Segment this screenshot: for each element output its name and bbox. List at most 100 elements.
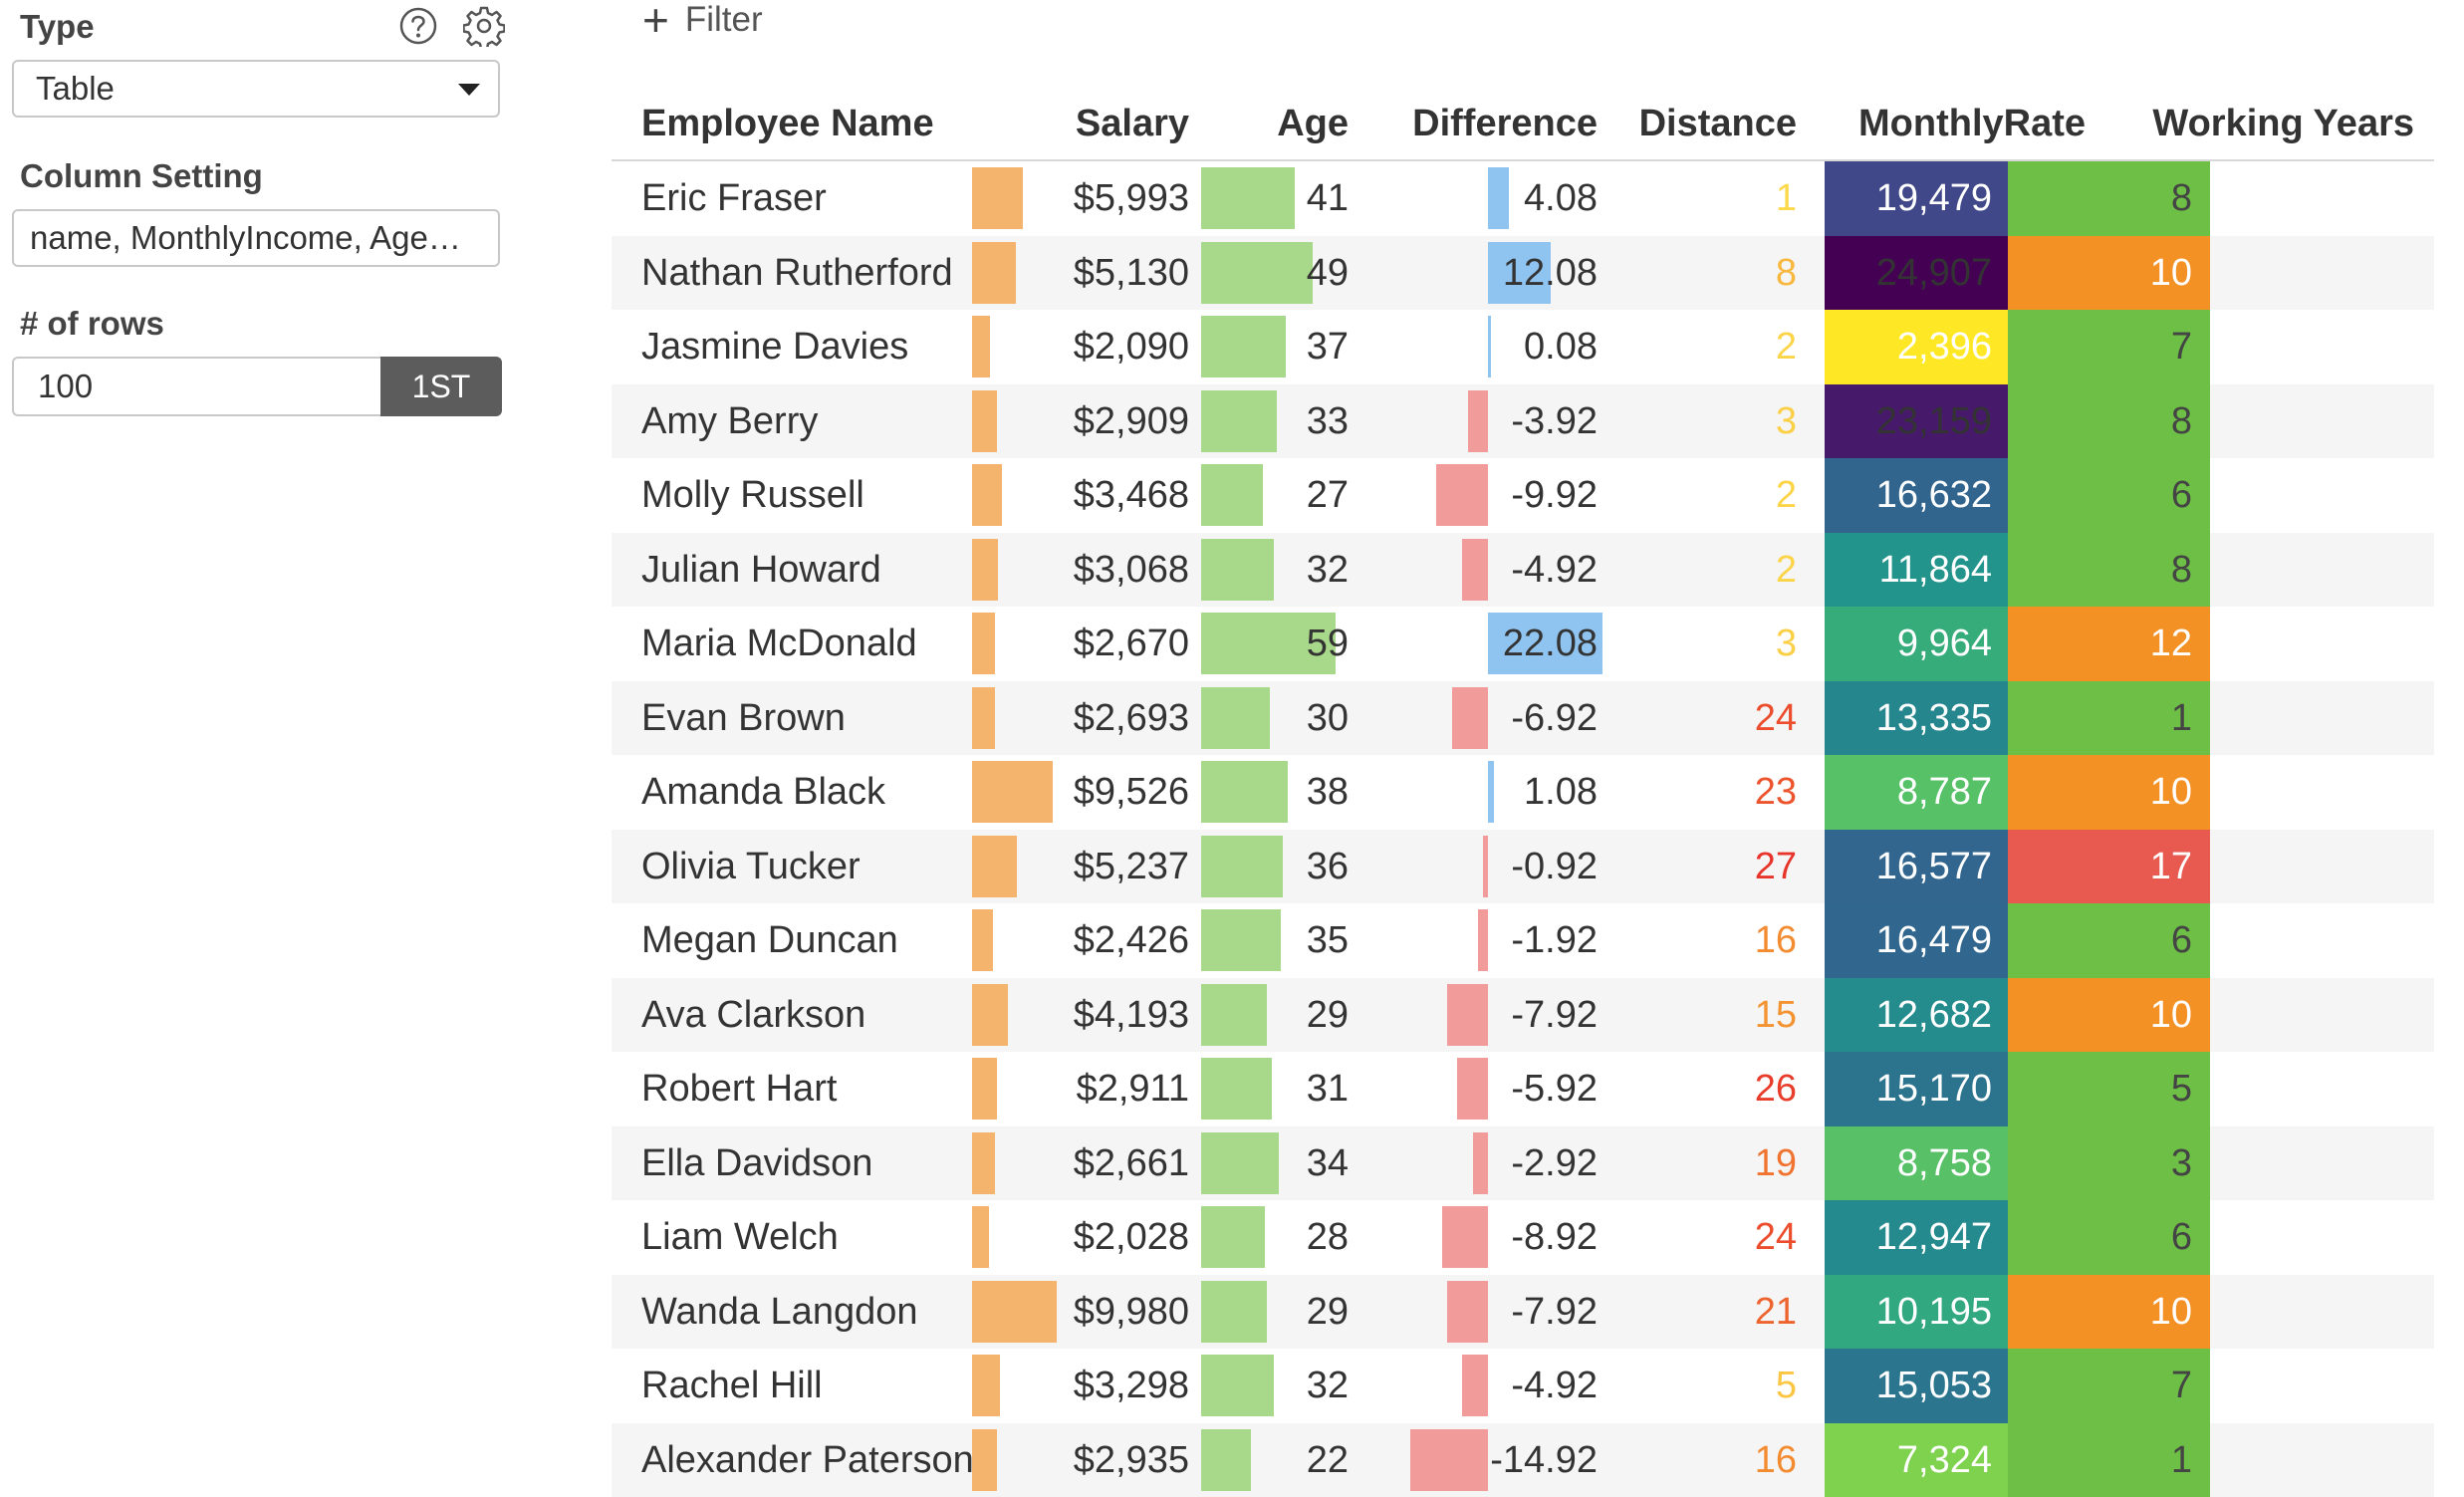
age-value: 22 [1307,1423,1349,1497]
header-difference[interactable]: Difference [1349,88,1598,159]
gear-icon[interactable] [458,0,510,52]
difference-cell: -2.92 [1349,1126,1598,1201]
distance-cell: 24 [1598,681,1797,756]
working-years-cell: 7 [2008,310,2210,384]
employee-name-cell: Robert Hart [641,1052,837,1126]
working-years-cell: 6 [2008,458,2210,533]
difference-bar [1447,984,1488,1046]
difference-cell: -3.92 [1349,384,1598,459]
employee-name-cell: Olivia Tucker [641,830,861,904]
type-select[interactable]: Table [12,60,500,118]
salary-bar [972,836,1017,897]
working-years-cell: 10 [2008,1275,2210,1350]
working-years-cell: 6 [2008,903,2210,978]
distance-cell: 5 [1598,1349,1797,1423]
header-distance[interactable]: Distance [1598,88,1797,159]
filter-button[interactable]: + Filter [642,0,763,40]
difference-bar [1488,316,1491,377]
monthly-rate-cell: 16,577 [1825,830,2008,904]
monthly-rate-cell: 10,195 [1825,1275,2008,1350]
age-bar [1201,539,1274,601]
employee-name-cell: Ava Clarkson [641,978,865,1053]
working-years-cell: 1 [2008,681,2210,756]
age-cell: 41 [1189,161,1349,236]
rows-input[interactable]: 100 [12,357,382,416]
distance-value: 3 [1776,384,1797,459]
header-monthly-rate[interactable]: MonthlyRate [1787,88,2086,159]
salary-bar [972,316,990,377]
header-employee-name[interactable]: Employee Name [641,88,934,159]
difference-value: -4.92 [1511,533,1598,608]
distance-value: 16 [1755,903,1797,978]
age-value: 38 [1307,755,1349,830]
salary-bar [972,687,995,749]
salary-value: $2,426 [1074,903,1189,978]
salary-bar [972,1429,997,1491]
employee-name-cell: Amy Berry [641,384,818,459]
difference-value: -2.92 [1511,1126,1598,1201]
age-bar [1201,1355,1274,1416]
distance-value: 24 [1755,681,1797,756]
age-cell: 36 [1189,830,1349,904]
working-years-cell: 8 [2008,161,2210,236]
question-circle-icon[interactable] [392,0,444,52]
monthly-rate-cell: 24,907 [1825,236,2008,311]
distance-value: 24 [1755,1200,1797,1275]
working-years-cell: 3 [2008,1126,2210,1201]
age-value: 34 [1307,1126,1349,1201]
employee-name-cell: Wanda Langdon [641,1275,918,1350]
difference-cell: -5.92 [1349,1052,1598,1126]
difference-bar [1462,1355,1488,1416]
column-setting-input[interactable]: name, MonthlyIncome, Age… [12,209,500,267]
first-rows-button[interactable]: 1ST [380,357,502,416]
age-cell: 27 [1189,458,1349,533]
header-age[interactable]: Age [1189,88,1349,159]
salary-value: $3,468 [1074,458,1189,533]
salary-value: $9,980 [1074,1275,1189,1350]
working-years-cell: 6 [2008,1200,2210,1275]
age-cell: 49 [1189,236,1349,311]
difference-cell: -0.92 [1349,830,1598,904]
age-cell: 35 [1189,903,1349,978]
distance-cell: 19 [1598,1126,1797,1201]
salary-bar [972,1355,1000,1416]
caret-down-icon [458,84,480,96]
table-header: Employee Name Salary Age Difference Dist… [612,88,2434,161]
difference-cell: -1.92 [1349,903,1598,978]
difference-cell: 22.08 [1349,607,1598,681]
difference-value: -0.92 [1511,830,1598,904]
difference-bar [1457,1058,1488,1120]
age-bar [1201,1429,1251,1491]
header-working-years[interactable]: Working Years [2086,88,2414,159]
distance-value: 21 [1755,1275,1797,1350]
distance-cell: 1 [1598,161,1797,236]
age-bar [1201,687,1270,749]
header-salary[interactable]: Salary [960,88,1189,159]
monthly-rate-cell: 12,682 [1825,978,2008,1053]
distance-cell: 15 [1598,978,1797,1053]
age-cell: 30 [1189,681,1349,756]
employee-name-cell: Eric Fraser [641,161,827,236]
salary-cell: $5,237 [960,830,1189,904]
monthly-rate-cell: 11,864 [1825,533,2008,608]
salary-bar [972,464,1002,526]
